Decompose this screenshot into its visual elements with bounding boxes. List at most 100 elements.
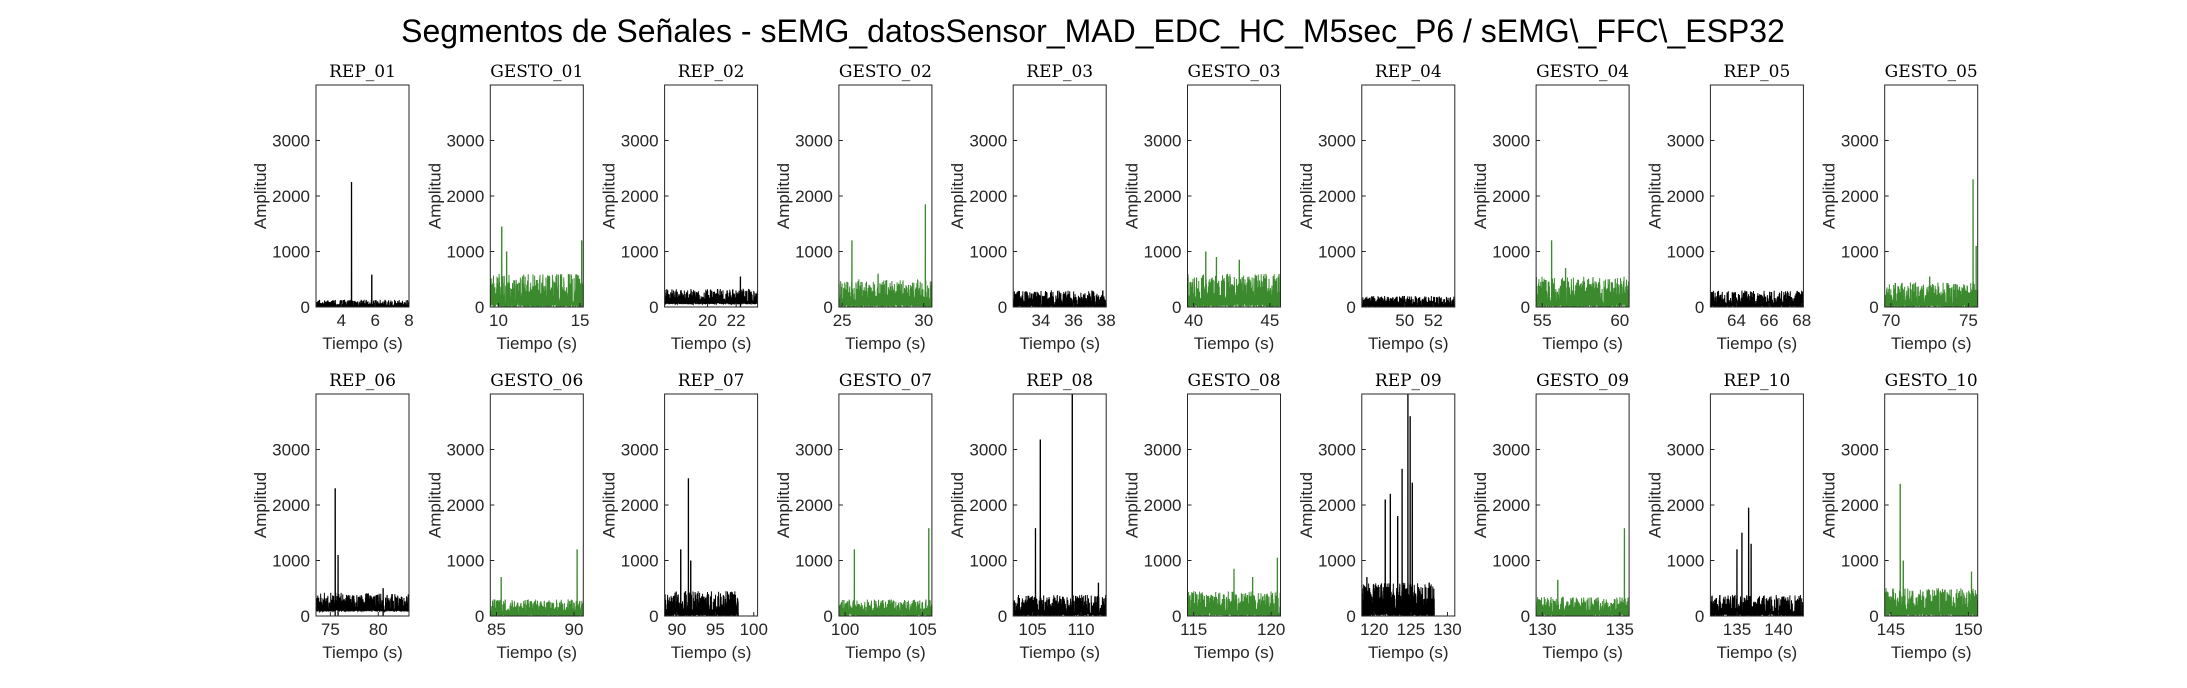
y-tick-label: 1000 [1667, 243, 1705, 262]
subplot-rep-08: REP_08 0 1000 2000 3000 105 110 Tiempo (s) Ampli… [948, 371, 1107, 662]
y-tick-label: 2000 [1318, 496, 1356, 515]
x-tick-label: 85 [487, 620, 506, 639]
y-tick-label: 2000 [969, 496, 1007, 515]
x-axis-label: Tiempo (s) [1194, 334, 1275, 353]
y-tick-label: 1000 [1318, 243, 1356, 262]
y-axis-label: Amplitud [251, 163, 270, 229]
y-axis-label: Amplitud [425, 163, 444, 229]
y-tick-label: 0 [475, 607, 484, 626]
subplot-title: GESTO_04 [1536, 62, 1629, 82]
axes-frame [664, 84, 759, 308]
y-tick-label: 2000 [272, 496, 310, 515]
x-axis-label: Tiempo (s) [1891, 334, 1972, 353]
signal-line [1013, 394, 1107, 616]
x-tick-label: 90 [667, 620, 686, 639]
signal-trace [316, 182, 409, 307]
x-axis-label: Tiempo (s) [322, 643, 403, 662]
y-tick-label: 2000 [1667, 496, 1705, 515]
signal-line [1536, 240, 1630, 307]
subplot-title: REP_10 [1724, 371, 1791, 391]
signal-line [664, 276, 758, 306]
x-axis-label: Tiempo (s) [1542, 643, 1623, 662]
y-tick-label: 0 [1172, 298, 1181, 317]
subplot-gesto-05: GESTO_05 0 1000 2000 3000 70 75 Tiempo (s) Ampli… [1820, 62, 1979, 353]
axes-frame [315, 393, 410, 617]
y-tick-label: 3000 [1841, 132, 1879, 151]
y-tick-label: 1000 [621, 552, 659, 571]
axes-frame [315, 84, 410, 308]
x-tick-label: 105 [1018, 620, 1046, 639]
subplot-rep-02: REP_02 0 1000 2000 3000 20 22 Tiempo (s) Amplitu… [600, 62, 759, 353]
y-tick-label: 0 [649, 298, 658, 317]
x-tick-label: 36 [1064, 311, 1083, 330]
axes-frame [1884, 84, 1979, 308]
y-tick-label: 0 [823, 298, 832, 317]
x-tick-label: 10 [489, 311, 508, 330]
subplot-title: GESTO_05 [1885, 62, 1978, 82]
x-axis-label: Tiempo (s) [671, 643, 752, 662]
y-axis-label: Amplitud [600, 163, 619, 229]
signal-trace [1536, 240, 1630, 307]
x-axis-label: Tiempo (s) [1717, 334, 1798, 353]
subplot-gesto-04: GESTO_04 0 1000 2000 3000 55 60 Tiempo (s) Ampli… [1471, 62, 1630, 353]
signal-trace [316, 488, 409, 616]
x-axis-label: Tiempo (s) [1368, 334, 1449, 353]
y-tick-label: 1000 [1144, 243, 1182, 262]
x-tick-label: 4 [337, 311, 346, 330]
subplot-title: GESTO_01 [490, 62, 583, 82]
x-tick-label: 140 [1764, 620, 1792, 639]
y-tick-label: 1000 [1667, 552, 1705, 571]
x-tick-label: 80 [369, 620, 388, 639]
signal-trace [1536, 528, 1630, 616]
x-tick-label: 30 [914, 311, 933, 330]
axes-frame [664, 393, 759, 617]
signal-trace [838, 204, 932, 307]
y-tick-label: 1000 [621, 243, 659, 262]
y-axis-label: Amplitud [600, 472, 619, 538]
y-tick-label: 1000 [1492, 552, 1530, 571]
subplot-rep-05: REP_05 0 1000 2000 3000 64 66 68 Tiempo (s) Ampli… [1645, 62, 1811, 353]
x-tick-label: 70 [1881, 311, 1900, 330]
y-tick-label: 2000 [446, 187, 484, 206]
x-axis-label: Tiempo (s) [322, 334, 403, 353]
subplot-gesto-06: GESTO_06 0 1000 2000 3000 85 90 Tiempo (s) Ampli… [425, 371, 584, 662]
y-axis-label: Amplitud [1820, 472, 1839, 538]
axes-frame [838, 84, 933, 308]
x-tick-label: 22 [727, 311, 746, 330]
subplot-title: GESTO_07 [839, 371, 932, 391]
x-tick-label: 130 [1433, 620, 1461, 639]
y-tick-label: 3000 [795, 132, 833, 151]
signal-line [838, 204, 932, 307]
y-tick-label: 0 [1172, 607, 1181, 626]
subplot-gesto-07: GESTO_07 0 1000 2000 3000 100 105 Tiempo (s) Amp… [774, 371, 937, 662]
subplot-gesto-02: GESTO_02 0 1000 2000 3000 25 30 Tiempo (s) Ampli… [774, 62, 933, 353]
subplot-title: GESTO_06 [490, 371, 583, 391]
y-tick-label: 2000 [969, 187, 1007, 206]
y-tick-label: 3000 [1841, 441, 1879, 460]
x-axis-label: Tiempo (s) [1019, 334, 1100, 353]
y-tick-label: 0 [1869, 607, 1878, 626]
x-axis-label: Tiempo (s) [845, 643, 926, 662]
signal-trace [838, 528, 932, 616]
x-tick-label: 52 [1424, 311, 1443, 330]
y-axis-label: Amplitud [425, 472, 444, 538]
subplot-title: REP_08 [1026, 371, 1093, 391]
subplot-title: GESTO_10 [1885, 371, 1978, 391]
subplot-gesto-03: GESTO_03 0 1000 2000 3000 40 45 Tiempo (s) Ampli… [1123, 62, 1281, 353]
subplot-title: REP_07 [678, 371, 745, 391]
x-tick-label: 15 [571, 311, 590, 330]
x-tick-label: 20 [698, 311, 717, 330]
y-tick-label: 0 [475, 298, 484, 317]
x-tick-label: 130 [1528, 620, 1556, 639]
signal-trace [1187, 557, 1281, 616]
y-tick-label: 3000 [446, 441, 484, 460]
x-tick-label: 8 [404, 311, 413, 330]
y-axis-label: Amplitud [1123, 472, 1142, 538]
signal-line [490, 549, 584, 616]
signal-line [838, 528, 932, 616]
signal-line [1710, 507, 1804, 616]
subplot-gesto-10: GESTO_10 0 1000 2000 3000 145 150 Tiempo (s) Amp… [1820, 371, 1983, 662]
figure-title: Segmentos de Señales - sEMG_datosSensor_… [401, 13, 1785, 49]
x-axis-label: Tiempo (s) [496, 334, 577, 353]
